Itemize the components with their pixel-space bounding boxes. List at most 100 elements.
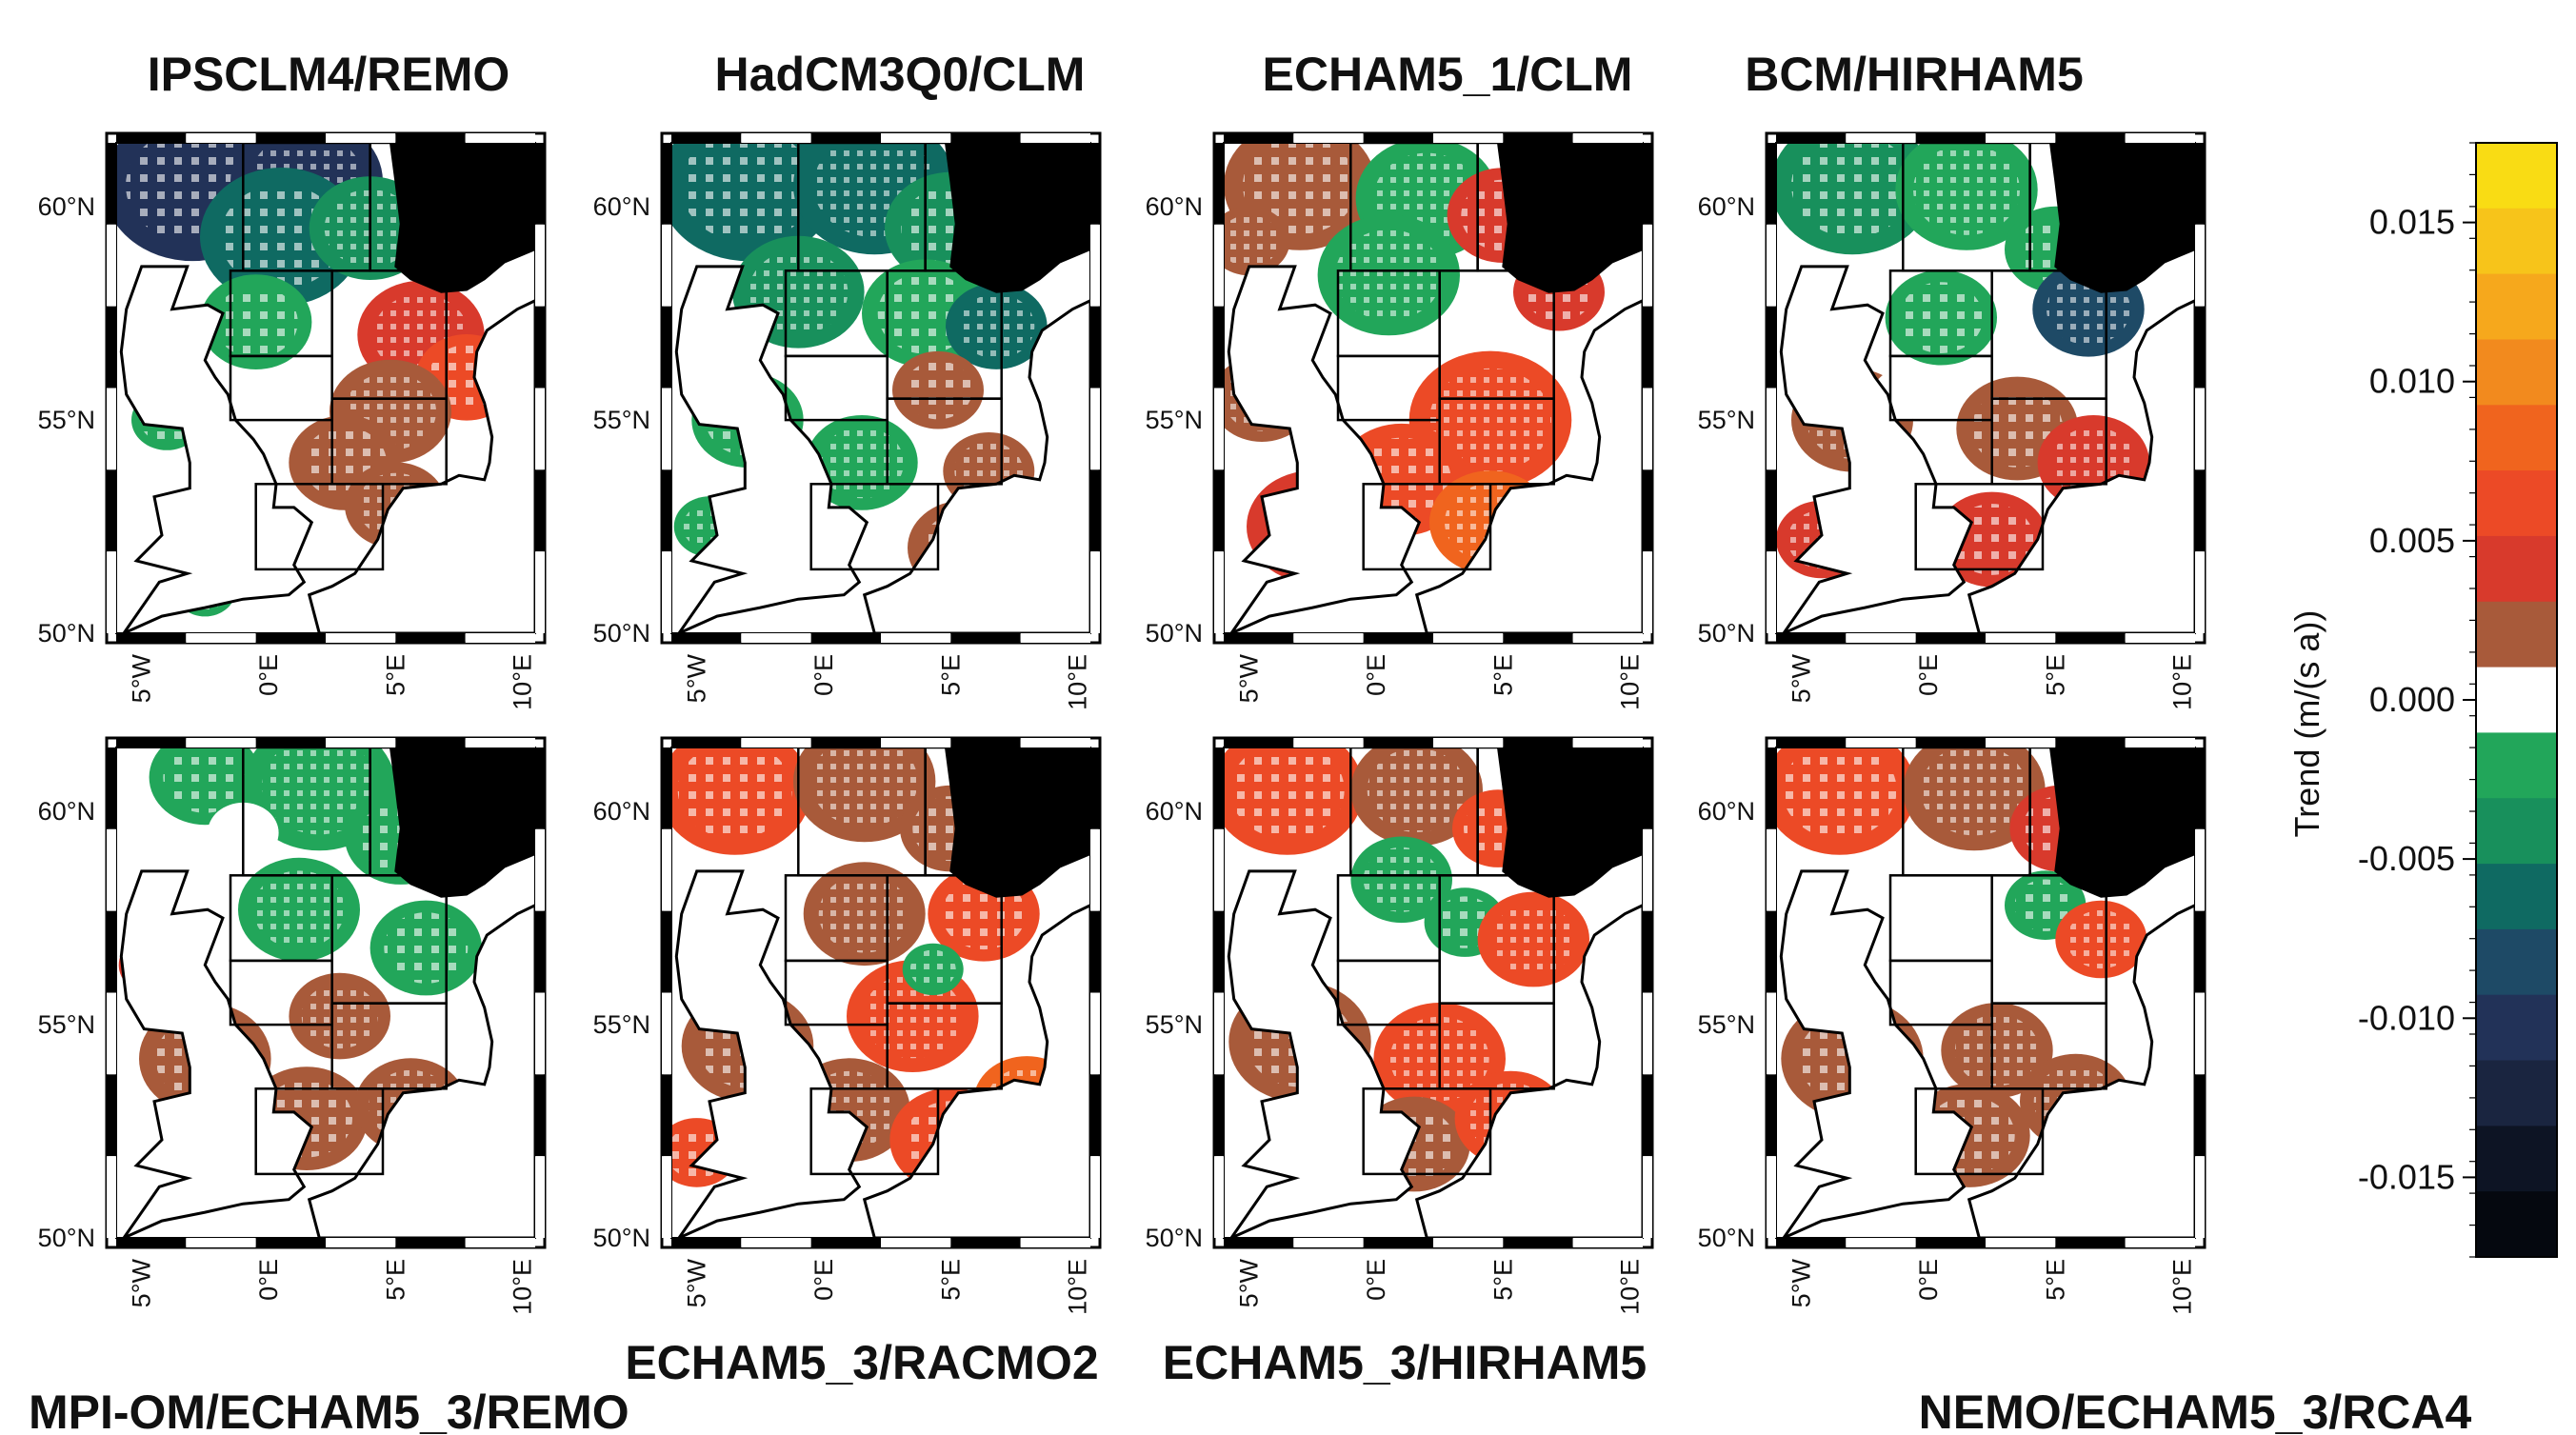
frame-segment xyxy=(810,1238,881,1247)
lon-tick-label: 0°E xyxy=(1362,1259,1390,1301)
frame-segment xyxy=(1214,388,1224,470)
frame-segment xyxy=(1572,133,1643,143)
frame-segment xyxy=(535,388,545,470)
frame-segment xyxy=(1572,738,1643,747)
coastline-norway xyxy=(1496,747,1643,898)
frame-segment xyxy=(1643,828,1652,911)
lon-tick-label: 10°E xyxy=(509,1259,537,1315)
frame-segment xyxy=(1643,747,1652,829)
significance-stipple xyxy=(1363,847,1440,912)
sub-region-box xyxy=(330,1002,448,1090)
frame-segment xyxy=(395,633,466,643)
frame-segment xyxy=(107,143,116,225)
frame-segment xyxy=(881,133,951,143)
lat-tick-label: 60°N xyxy=(38,797,95,826)
frame-segment xyxy=(107,828,116,911)
frame-segment xyxy=(186,1238,256,1247)
frame-segment xyxy=(1090,910,1100,993)
trend-field-patch xyxy=(1989,943,2061,1004)
frame-segment xyxy=(662,828,671,911)
frame-segment xyxy=(1363,1238,1433,1247)
lon-tick-label: 10°E xyxy=(2168,654,2197,710)
frame-segment xyxy=(662,910,671,993)
frame-segment xyxy=(2055,738,2126,747)
frame-segment xyxy=(2195,1156,2205,1238)
frame-segment xyxy=(326,738,396,747)
colorbar-segment xyxy=(2476,994,2557,1062)
frame-segment xyxy=(1214,1156,1224,1238)
significance-stipple xyxy=(220,185,343,289)
lon-tick-label: 5°W xyxy=(128,653,156,703)
frame-segment xyxy=(1214,551,1224,633)
lat-tick-label: 55°N xyxy=(593,1010,650,1039)
map-panel-echam5-3-racmo2: 60°N 55°N 50°N 5°W 0°E 5°E 10°E xyxy=(593,736,1102,1315)
frame-segment xyxy=(107,1156,116,1238)
sub-region-box xyxy=(784,354,889,422)
frame-segment xyxy=(1214,747,1224,829)
coastline-continent xyxy=(1967,904,2195,1238)
lon-tick-label: 10°E xyxy=(1616,1259,1645,1315)
frame-segment xyxy=(2195,747,2205,829)
frame-segment xyxy=(1433,1238,1504,1247)
frame-segment xyxy=(2125,1238,2195,1247)
colorbar-segment xyxy=(2476,667,2557,733)
lon-tick-label: 0°E xyxy=(1362,654,1390,696)
map-panel-bcm-hirham5: 60°N 55°N 50°N 5°W 0°E 5°E 10°E xyxy=(1698,131,2207,710)
frame-segment xyxy=(1643,910,1652,993)
frame-segment xyxy=(186,633,256,643)
frame-segment xyxy=(1643,224,1652,307)
frame-segment xyxy=(535,910,545,993)
frame-segment xyxy=(1915,133,1986,143)
frame-segment xyxy=(1643,306,1652,389)
frame-segment xyxy=(810,633,881,643)
frame-segment xyxy=(1643,469,1652,552)
colorbar-tick-label: 0.015 xyxy=(2369,203,2455,242)
frame-segment xyxy=(1293,133,1364,143)
frame-segment xyxy=(1020,738,1090,747)
frame-segment xyxy=(465,738,535,747)
frame-segment xyxy=(1643,1074,1652,1157)
frame-segment xyxy=(255,633,326,643)
frame-segment xyxy=(1767,469,1776,552)
frame-segment xyxy=(671,1238,742,1247)
sub-region-box xyxy=(1888,959,1993,1026)
frame-segment xyxy=(465,633,535,643)
lat-tick-label: 60°N xyxy=(1146,192,1203,221)
significance-stipple xyxy=(1367,747,1467,832)
frame-segment xyxy=(1572,1238,1643,1247)
frame-segment xyxy=(1293,633,1364,643)
frame-segment xyxy=(255,133,326,143)
map-panel-ipsclm4-remo: 60°N 55°N 50°N 5°W 0°E 5°E 10°E xyxy=(38,131,547,710)
frame-segment xyxy=(395,738,466,747)
frame-segment xyxy=(881,738,951,747)
lon-tick-label: 0°E xyxy=(1914,654,1943,696)
frame-segment xyxy=(741,738,811,747)
sub-region-box xyxy=(229,959,333,1026)
frame-segment xyxy=(662,469,671,552)
frame-segment xyxy=(1643,992,1652,1075)
lon-tick-label: 5°E xyxy=(381,654,409,696)
lon-tick-label: 0°E xyxy=(254,654,283,696)
frame-segment xyxy=(1020,633,1090,643)
coastline-norway xyxy=(2048,747,2195,898)
colorbar-segment xyxy=(2476,1126,2557,1192)
coastline-great-britain xyxy=(1779,869,1974,1238)
frame-segment xyxy=(107,469,116,552)
frame-segment xyxy=(1846,738,1916,747)
frame-segment xyxy=(1503,1238,1573,1247)
frame-segment xyxy=(1214,1074,1224,1157)
colorbar: 0.015 0.010 0.005 0.000 -0.005 -0.010 -0.015 xyxy=(2358,142,2558,1258)
frame-segment xyxy=(950,133,1021,143)
lon-tick-label: 5°W xyxy=(128,1258,156,1307)
frame-segment xyxy=(1767,992,1776,1075)
significance-stipple xyxy=(820,427,904,499)
sub-region-box xyxy=(1990,1002,2107,1090)
significance-stipple xyxy=(1971,389,2064,468)
coastline-great-britain xyxy=(119,265,314,633)
frame-segment xyxy=(1767,1074,1776,1157)
colorbar-segment xyxy=(2476,732,2557,799)
sub-region-box xyxy=(1914,483,2045,571)
coastline-great-britain xyxy=(674,869,869,1238)
frame-segment xyxy=(1986,633,2056,643)
lat-tick-label: 55°N xyxy=(1146,406,1203,434)
